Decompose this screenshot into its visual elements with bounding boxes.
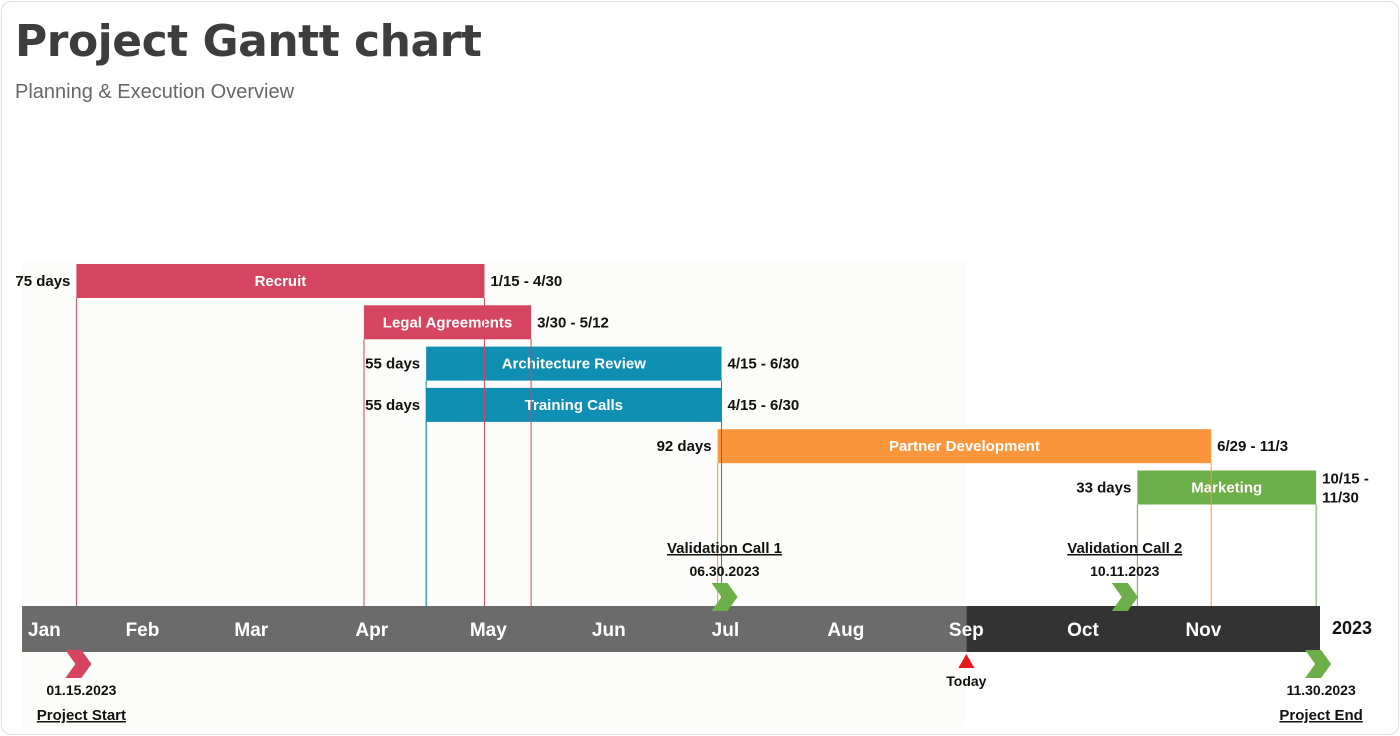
- month-tick-label: Jul: [712, 620, 739, 641]
- task-name-label: Recruit: [255, 273, 307, 290]
- task-bar[interactable]: [76, 264, 485, 298]
- month-tick-label: Feb: [126, 620, 160, 641]
- milestone-date-label: 11.30.2023: [1286, 682, 1356, 698]
- month-tick-label: Aug: [827, 620, 864, 641]
- milestone-name-label: Validation Call 1: [667, 540, 782, 557]
- chart-subtitle: Planning & Execution Overview: [15, 81, 295, 103]
- task-bar[interactable]: [363, 305, 532, 340]
- chart-title: Project Gantt chart: [15, 16, 482, 67]
- milestone-chevron-icon[interactable]: [1111, 583, 1138, 611]
- task-duration-label: 33 days: [1076, 480, 1131, 497]
- month-tick-label: Jan: [28, 620, 61, 641]
- month-tick-label: Oct: [1067, 620, 1099, 641]
- today-marker-icon: [958, 654, 975, 668]
- task-duration-label: 92 days: [657, 438, 712, 455]
- task-date-range-label: 3/30 - 5/12: [537, 314, 609, 331]
- month-tick-label: Apr: [355, 620, 388, 641]
- task-bar[interactable]: [426, 346, 722, 381]
- task-date-range-label: 10/15 -: [1322, 471, 1369, 488]
- milestone-date-label: 10.11.2023: [1090, 563, 1160, 579]
- today-label: Today: [946, 673, 986, 689]
- task-bar[interactable]: [1137, 470, 1317, 505]
- task-duration-label: 55 days: [365, 356, 420, 373]
- task-date-range-label: 4/15 - 6/30: [728, 397, 800, 414]
- month-tick-label: Nov: [1185, 620, 1221, 641]
- milestone-date-label: 01.15.2023: [46, 682, 116, 698]
- milestone-name-label: Project Start: [37, 707, 126, 724]
- task-name-label: Training Calls: [525, 397, 623, 414]
- task-date-range-label: 11/30: [1322, 490, 1359, 507]
- milestone-date-label: 06.30.2023: [689, 563, 759, 579]
- timeline-past-band: [22, 606, 967, 652]
- milestone-name-label: Validation Call 2: [1067, 540, 1182, 557]
- task-bar[interactable]: [426, 387, 722, 422]
- timeline-future-band: [966, 606, 1320, 652]
- task-bar[interactable]: [717, 429, 1212, 464]
- task-duration-label: 75 days: [15, 273, 70, 290]
- month-tick-label: Mar: [234, 620, 268, 641]
- month-tick-label: May: [470, 620, 507, 641]
- task-name-label: Marketing: [1191, 480, 1262, 497]
- task-date-range-label: 6/29 - 11/3: [1217, 438, 1288, 455]
- month-tick-label: Jun: [592, 620, 626, 641]
- task-name-label: Legal Agreements: [383, 314, 513, 331]
- task-date-range-label: 4/15 - 6/30: [728, 356, 800, 373]
- task-date-range-label: 1/15 - 4/30: [490, 273, 562, 290]
- milestone-name-label: Project End: [1279, 707, 1362, 724]
- task-name-label: Partner Development: [889, 438, 1040, 455]
- year-label: 2023: [1332, 618, 1372, 638]
- milestone-chevron-icon[interactable]: [1305, 650, 1332, 678]
- task-name-label: Architecture Review: [502, 356, 647, 373]
- milestone-chevron-icon[interactable]: [65, 650, 92, 678]
- task-duration-label: 55 days: [365, 397, 420, 414]
- month-tick-label: Sep: [949, 620, 984, 641]
- milestone-chevron-icon[interactable]: [711, 583, 738, 611]
